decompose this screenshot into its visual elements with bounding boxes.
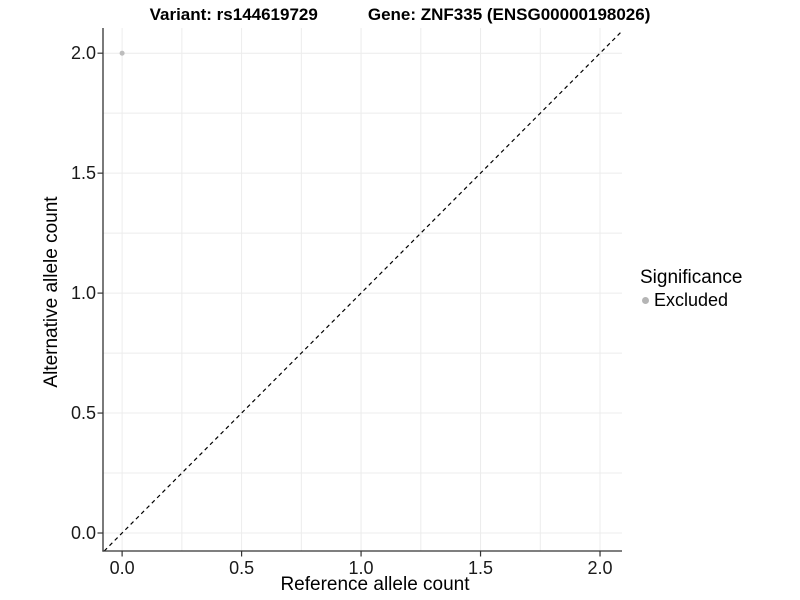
chart-title-gene: Gene: ZNF335 (ENSG00000198026) (367, 5, 651, 24)
y-tick-label: 0.0 (70, 523, 96, 543)
y-tick-label: 1.5 (70, 163, 96, 184)
legend-items: Excluded (640, 290, 742, 310)
x-tick-label: 1.0 (348, 558, 374, 578)
x-tick-label: 2.0 (587, 558, 613, 578)
y-axis-title: Alternative allele count (41, 196, 62, 388)
legend-key-dot-icon (642, 296, 649, 304)
x-axis-title: Reference allele count (280, 574, 470, 595)
y-tick-label: 0.5 (70, 403, 96, 424)
legend-item-label: Excluded (654, 290, 729, 310)
data-point-excluded (119, 50, 125, 56)
x-tick-label: 1.5 (468, 558, 494, 578)
legend: Significance Excluded (640, 267, 742, 310)
legend-title: Significance (640, 267, 743, 288)
chart-title-variant: Variant: rs144619729 (149, 5, 318, 24)
y-tick-label: 2.0 (70, 43, 96, 64)
chart-title: Variant: rs144619729 Gene: ZNF335 (ENSG0… (0, 5, 800, 25)
legend-item-excluded: Excluded (640, 290, 742, 310)
x-tick-label: 0.5 (229, 558, 255, 578)
x-tick-label: 0.0 (109, 558, 135, 578)
y-tick-label: 1.0 (70, 283, 96, 304)
identity-line (103, 30, 623, 552)
